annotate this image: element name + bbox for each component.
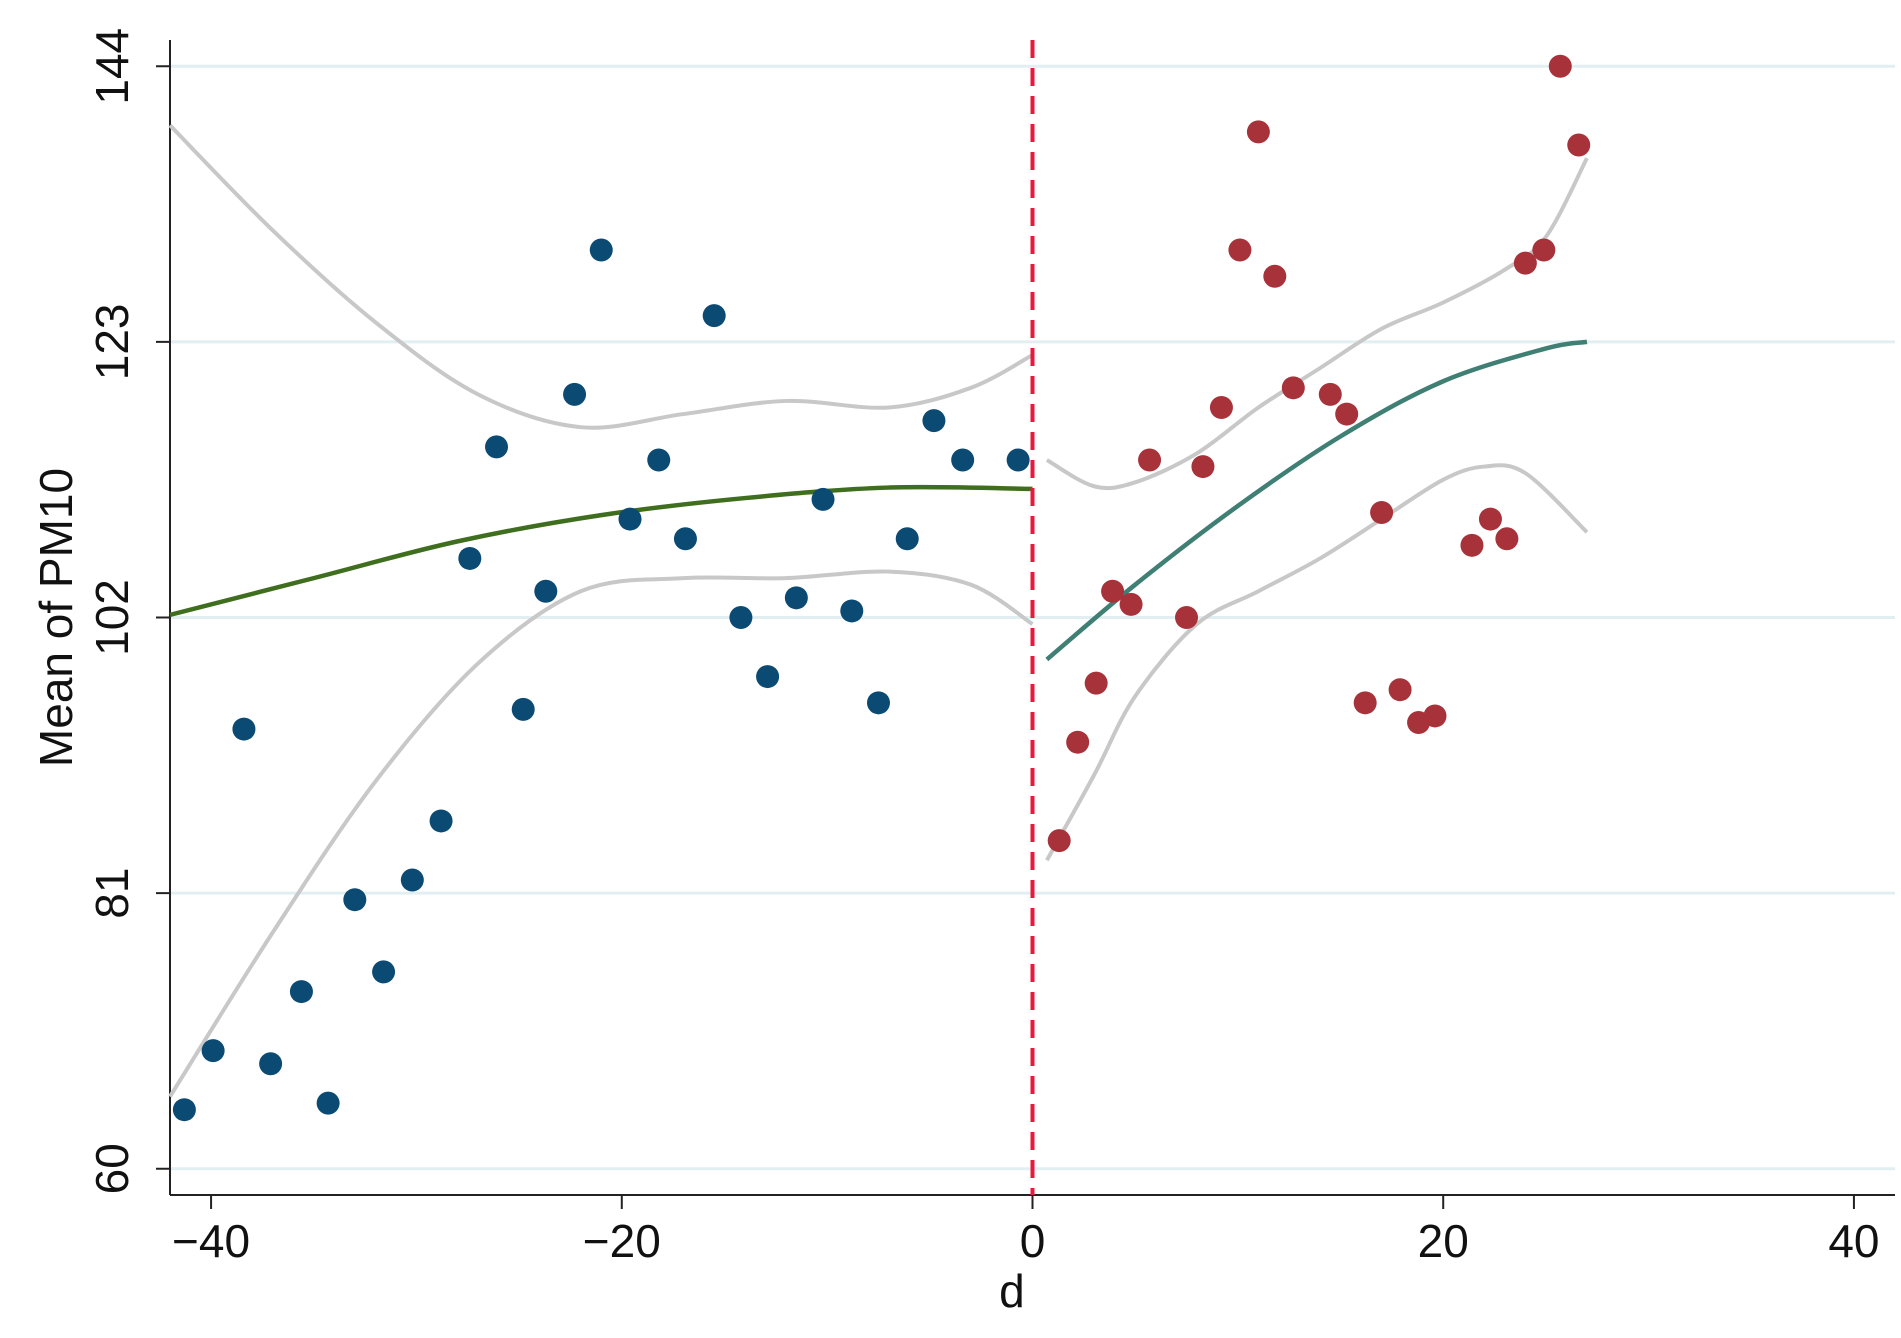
fit-lines <box>169 339 1588 662</box>
data-point-right <box>1335 402 1359 426</box>
data-point-right <box>1370 501 1394 524</box>
y-tick-label: 144 <box>86 28 138 105</box>
data-points <box>172 54 1591 1122</box>
data-point-right <box>1513 251 1537 275</box>
data-point-left <box>372 960 396 984</box>
data-point-left <box>647 448 671 472</box>
data-point-left <box>1006 448 1030 472</box>
data-point-left <box>756 665 780 689</box>
ci-band-right-ci-upper <box>1045 157 1589 491</box>
data-point-right <box>1191 455 1215 479</box>
ci-band-left-ci-upper <box>168 123 1034 430</box>
data-point-right <box>1209 396 1233 419</box>
data-point-left <box>784 586 808 610</box>
data-point-left <box>618 507 642 531</box>
data-point-left <box>458 546 482 570</box>
data-point-left <box>400 868 424 892</box>
data-point-right <box>1246 120 1270 144</box>
data-point-right <box>1423 704 1447 728</box>
data-point-right <box>1548 54 1572 78</box>
y-tick-label: 60 <box>86 1143 138 1194</box>
data-point-left <box>811 487 835 511</box>
data-point-right <box>1175 606 1199 629</box>
tick-labels: 60 81 102 123 144 −40 −20 0 20 40 <box>86 28 1880 1267</box>
data-point-left <box>895 527 919 551</box>
x-tick-label: 40 <box>1828 1215 1879 1267</box>
data-point-left <box>289 980 313 1004</box>
data-point-left <box>316 1091 340 1115</box>
x-tick-label: −40 <box>172 1215 250 1267</box>
data-point-left <box>172 1098 196 1122</box>
data-point-right <box>1460 533 1484 557</box>
data-point-left <box>429 809 453 833</box>
data-point-left <box>511 697 535 721</box>
data-point-right <box>1281 376 1305 400</box>
data-point-left <box>534 579 558 603</box>
data-point-right <box>1138 448 1162 472</box>
data-point-left <box>343 888 367 912</box>
x-tick-label: 0 <box>1020 1215 1046 1267</box>
data-point-right <box>1495 527 1519 551</box>
x-tick-label: 20 <box>1418 1215 1469 1267</box>
x-axis-title: d <box>999 1265 1025 1317</box>
data-point-left <box>563 382 587 406</box>
data-point-left <box>729 606 753 629</box>
axes <box>156 40 1895 1209</box>
confidence-bands <box>168 123 1589 1098</box>
ci-band-left-ci-lower <box>168 569 1034 1098</box>
y-axis-title: Mean of PM10 <box>30 468 82 767</box>
data-point-left <box>673 527 697 551</box>
y-tick-label: 81 <box>86 868 138 919</box>
ci-band-right-ci-lower <box>1045 463 1589 862</box>
data-point-right <box>1119 592 1143 616</box>
data-point-right <box>1263 264 1287 288</box>
data-point-right <box>1047 829 1071 853</box>
y-tick-label: 102 <box>86 579 138 656</box>
data-point-left <box>866 691 890 715</box>
data-point-left <box>232 717 256 741</box>
data-point-right <box>1478 507 1502 531</box>
data-point-left <box>951 448 975 472</box>
x-tick-label: −20 <box>583 1215 661 1267</box>
data-point-left <box>485 435 509 459</box>
data-point-right <box>1318 382 1342 406</box>
left-fit-line <box>169 484 1033 618</box>
data-point-right <box>1388 678 1412 702</box>
y-tick-label: 123 <box>86 304 138 381</box>
data-point-left <box>259 1052 283 1076</box>
data-point-right <box>1101 579 1125 603</box>
data-point-right <box>1228 238 1252 262</box>
data-point-left <box>840 599 864 623</box>
data-point-left <box>922 409 946 433</box>
data-point-right <box>1353 691 1377 715</box>
data-point-left <box>702 304 726 328</box>
data-point-left <box>201 1039 225 1063</box>
right-fit-line <box>1045 339 1588 662</box>
data-point-right <box>1066 730 1090 754</box>
data-point-right <box>1532 238 1556 262</box>
data-point-left <box>589 238 613 262</box>
data-point-right <box>1084 671 1108 695</box>
data-point-right <box>1567 133 1591 157</box>
